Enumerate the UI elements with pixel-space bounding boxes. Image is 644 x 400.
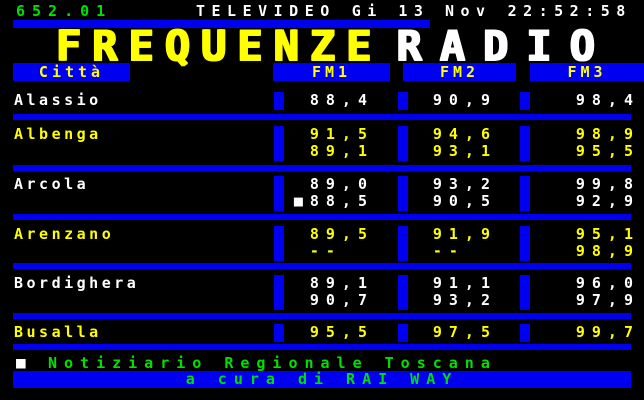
freq-cell: -- — [432, 242, 497, 260]
table-row: Busalla 95,5 97,5 99,7 — [0, 324, 644, 342]
freq-cell: 99,7 — [575, 323, 640, 341]
freq-cell: 91,1 — [432, 274, 497, 292]
column-divider-bar — [398, 126, 408, 161]
column-divider-bar — [274, 176, 284, 211]
column-divider-bar — [274, 324, 284, 342]
freq-cell: 89,1 — [309, 274, 374, 292]
title-top-rule — [13, 20, 430, 28]
channel-name: TELEVIDEO — [196, 2, 336, 20]
page-number: 652.01 — [16, 2, 113, 20]
freq-cell: 89,0 — [309, 175, 374, 193]
table-row: Bordighera 89,1 91,1 96,0 90,7 93,2 97,9 — [0, 275, 644, 310]
city-label: Arenzano — [14, 225, 115, 243]
row-separator — [13, 313, 631, 319]
city-label: Albenga — [14, 125, 102, 143]
status-line: TELEVIDEO Gi 13 Nov 22:52:58 — [196, 2, 632, 20]
row-separator — [13, 165, 631, 171]
freq-cell: 89,1 — [309, 142, 374, 160]
column-divider-bar — [520, 126, 530, 161]
table-row: Arcola 89,0 93,2 99,8 ■88,5 90,5 92,9 — [0, 176, 644, 211]
table-row: Albenga 91,5 94,6 98,9 89,1 93,1 95,5 — [0, 126, 644, 161]
footnote-text: Notiziario Regionale Toscana — [48, 354, 497, 372]
column-divider-bar — [520, 324, 530, 342]
city-label: Arcola — [14, 175, 90, 193]
freq-cell: 95,5 — [575, 142, 640, 160]
freq-cell: 91,5 — [309, 125, 374, 143]
freq-cell: 95,1 — [575, 225, 640, 243]
freq-cell: 92,9 — [575, 192, 640, 210]
clock: 22:52:58 — [507, 2, 632, 20]
column-divider-bar — [520, 275, 530, 310]
column-divider-bar — [274, 275, 284, 310]
freq-cell: ■88,5 — [293, 192, 374, 210]
row-separator — [13, 214, 631, 220]
column-divider-bar — [398, 324, 408, 342]
credit-bar: a cura di RAI WAY — [13, 371, 631, 388]
freq-cell: 90,7 — [309, 291, 374, 309]
freq-cell: 93,2 — [432, 175, 497, 193]
row-separator — [13, 344, 631, 350]
freq-cell: 94,6 — [432, 125, 497, 143]
row-separator — [13, 114, 631, 120]
column-divider-bar — [398, 226, 408, 261]
freq-cell: 90,9 — [432, 91, 497, 109]
column-header-fm1: FM1 — [273, 63, 390, 81]
column-divider-bar — [398, 275, 408, 310]
table-row: Arenzano 89,5 91,9 95,1 -- -- 98,9 — [0, 226, 644, 261]
freq-cell: 89,5 — [309, 225, 374, 243]
column-header-fm2: FM2 — [403, 63, 516, 81]
freq-cell: 88,4 — [309, 91, 374, 109]
page-title-frequenze: FREQUENZE — [55, 21, 382, 70]
column-divider-bar — [274, 126, 284, 161]
freq-cell: 99,8 — [575, 175, 640, 193]
column-divider-bar — [398, 176, 408, 211]
freq-cell: 96,0 — [575, 274, 640, 292]
column-header-citta: Città — [13, 63, 130, 81]
column-divider-bar — [274, 226, 284, 261]
city-label: Bordighera — [14, 274, 140, 292]
freq-cell: 93,1 — [432, 142, 497, 160]
freq-cell: 97,5 — [432, 323, 497, 341]
page-title: FREQUENZE RADIO — [55, 25, 612, 67]
city-label: Alassio — [14, 91, 102, 109]
table-row: Alassio 88,4 90,9 98,4 — [0, 92, 644, 110]
date-label: Gi 13 Nov — [351, 2, 492, 20]
freq-cell: 98,9 — [575, 242, 640, 260]
column-header-fm3: FM3 — [530, 63, 644, 81]
column-divider-bar — [520, 176, 530, 211]
footnote-marker-icon: ■ — [16, 353, 26, 372]
freq-cell: 91,9 — [432, 225, 497, 243]
column-divider-bar — [520, 92, 530, 110]
freq-cell: 93,2 — [432, 291, 497, 309]
freq-cell: 97,9 — [575, 291, 640, 309]
column-divider-bar — [274, 92, 284, 110]
city-label: Busalla — [14, 323, 102, 341]
column-divider-bar — [398, 92, 408, 110]
freq-cell: 98,9 — [575, 125, 640, 143]
page-title-radio: RADIO — [395, 21, 613, 70]
freq-cell: -- — [309, 242, 374, 260]
row-separator — [13, 263, 631, 269]
freq-cell: 98,4 — [575, 91, 640, 109]
freq-cell: 95,5 — [309, 323, 374, 341]
freq-cell: 90,5 — [432, 192, 497, 210]
column-divider-bar — [520, 226, 530, 261]
